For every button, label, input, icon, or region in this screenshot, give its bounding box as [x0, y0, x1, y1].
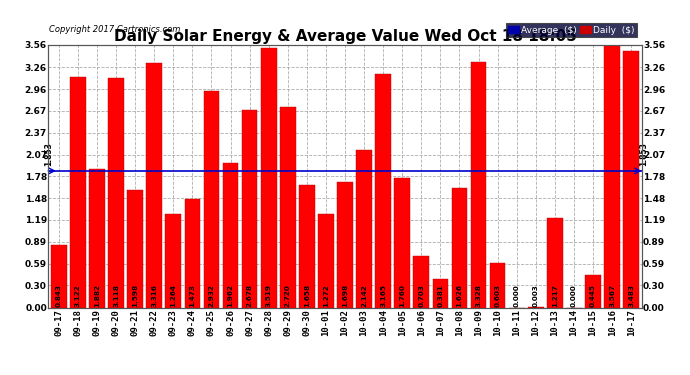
Text: 3.328: 3.328	[475, 284, 482, 307]
Text: 3.483: 3.483	[628, 284, 634, 307]
Bar	[108, 78, 124, 308]
Bar	[395, 178, 410, 308]
Text: 1.698: 1.698	[342, 284, 348, 307]
Text: 2.678: 2.678	[246, 284, 253, 307]
Bar	[280, 107, 295, 307]
Text: 0.603: 0.603	[495, 284, 501, 307]
Bar	[51, 245, 67, 308]
Bar	[318, 214, 334, 308]
Text: 0.703: 0.703	[418, 284, 424, 307]
Text: 2.142: 2.142	[361, 284, 367, 307]
Text: 1.853: 1.853	[639, 142, 648, 166]
Bar	[204, 91, 219, 308]
Bar	[127, 190, 143, 308]
Text: 1.882: 1.882	[94, 284, 100, 307]
Text: 1.264: 1.264	[170, 284, 176, 307]
Text: 3.316: 3.316	[151, 284, 157, 307]
Text: 0.000: 0.000	[571, 284, 577, 307]
Bar	[299, 185, 315, 308]
Text: 0.445: 0.445	[590, 284, 596, 307]
Text: 1.272: 1.272	[323, 284, 329, 307]
Text: 2.720: 2.720	[285, 284, 290, 307]
Bar	[452, 188, 467, 308]
Text: 3.567: 3.567	[609, 284, 615, 307]
Text: 3.519: 3.519	[266, 284, 272, 307]
Bar	[413, 256, 429, 308]
Bar	[375, 74, 391, 307]
Bar	[623, 51, 639, 308]
Bar	[223, 163, 238, 308]
Text: 1.626: 1.626	[457, 284, 462, 307]
Title: Daily Solar Energy & Average Value Wed Oct 18 18:05: Daily Solar Energy & Average Value Wed O…	[114, 29, 576, 44]
Bar	[184, 199, 200, 308]
Text: 0.003: 0.003	[533, 284, 539, 307]
Text: 1.853: 1.853	[43, 142, 53, 166]
Text: 3.118: 3.118	[113, 284, 119, 307]
Legend: Average  ($), Daily  ($): Average ($), Daily ($)	[506, 23, 637, 37]
Text: 1.473: 1.473	[189, 284, 195, 307]
Bar	[356, 150, 372, 308]
Text: 0.381: 0.381	[437, 284, 444, 307]
Bar	[604, 45, 620, 308]
Bar	[146, 63, 162, 308]
Text: 1.217: 1.217	[552, 284, 558, 307]
Text: 1.962: 1.962	[228, 284, 233, 307]
Bar	[261, 48, 277, 308]
Bar	[337, 182, 353, 308]
Bar	[547, 218, 563, 308]
Bar	[490, 263, 506, 308]
Text: 0.000: 0.000	[514, 284, 520, 307]
Bar	[585, 274, 601, 308]
Bar	[166, 214, 181, 308]
Text: 3.165: 3.165	[380, 284, 386, 307]
Bar	[433, 279, 448, 308]
Text: 0.843: 0.843	[56, 284, 62, 307]
Text: Copyright 2017 Cartronics.com: Copyright 2017 Cartronics.com	[49, 26, 180, 34]
Text: 1.658: 1.658	[304, 284, 310, 307]
Bar	[70, 77, 86, 308]
Text: 2.932: 2.932	[208, 284, 215, 307]
Text: 3.122: 3.122	[75, 284, 81, 307]
Text: 1.760: 1.760	[400, 284, 405, 307]
Bar	[471, 62, 486, 308]
Bar	[241, 110, 257, 308]
Text: 1.598: 1.598	[132, 284, 138, 307]
Bar	[89, 169, 105, 308]
